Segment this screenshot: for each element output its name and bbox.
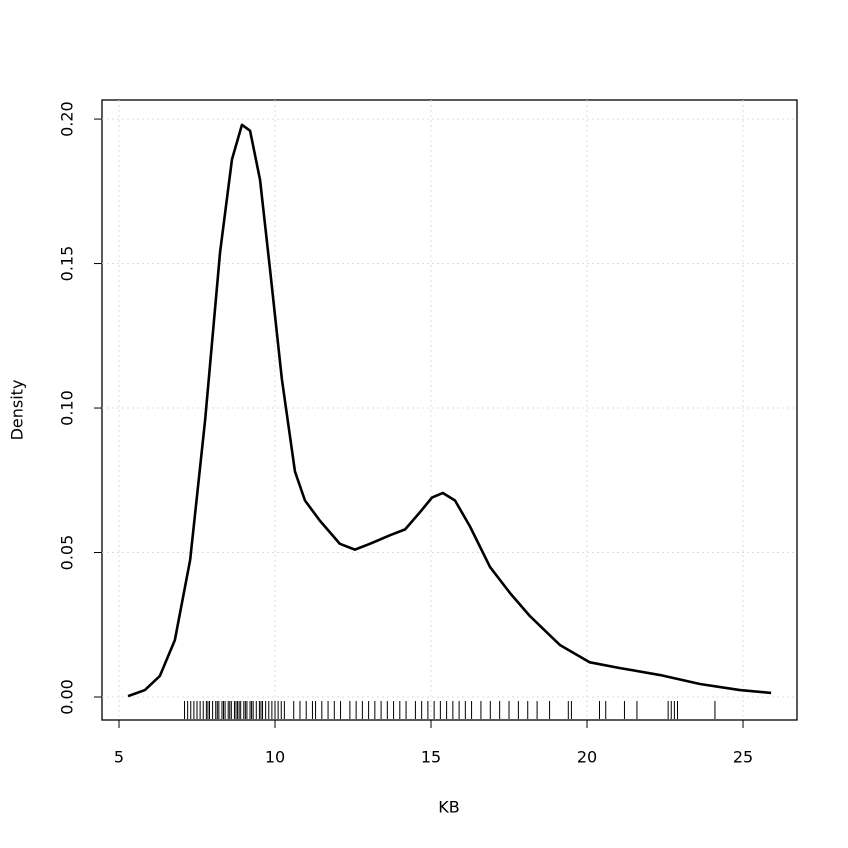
plot-frame — [101, 99, 798, 721]
density-line — [127, 123, 772, 698]
x-tick-label: 25 — [733, 748, 753, 767]
y-axis-label: Density — [8, 380, 27, 441]
y-tick-label: 0.00 — [58, 679, 77, 715]
x-axis-label: KB — [438, 798, 459, 817]
x-tick-label: 10 — [265, 748, 285, 767]
x-tick-label: 5 — [114, 748, 124, 767]
y-tick-label: 0.15 — [58, 246, 77, 282]
y-tick-label: 0.05 — [58, 535, 77, 571]
x-tick-label: 20 — [577, 748, 597, 767]
y-tick-label: 0.10 — [58, 390, 77, 426]
x-tick-label: 15 — [421, 748, 441, 767]
y-tick-label: 0.20 — [58, 101, 77, 137]
